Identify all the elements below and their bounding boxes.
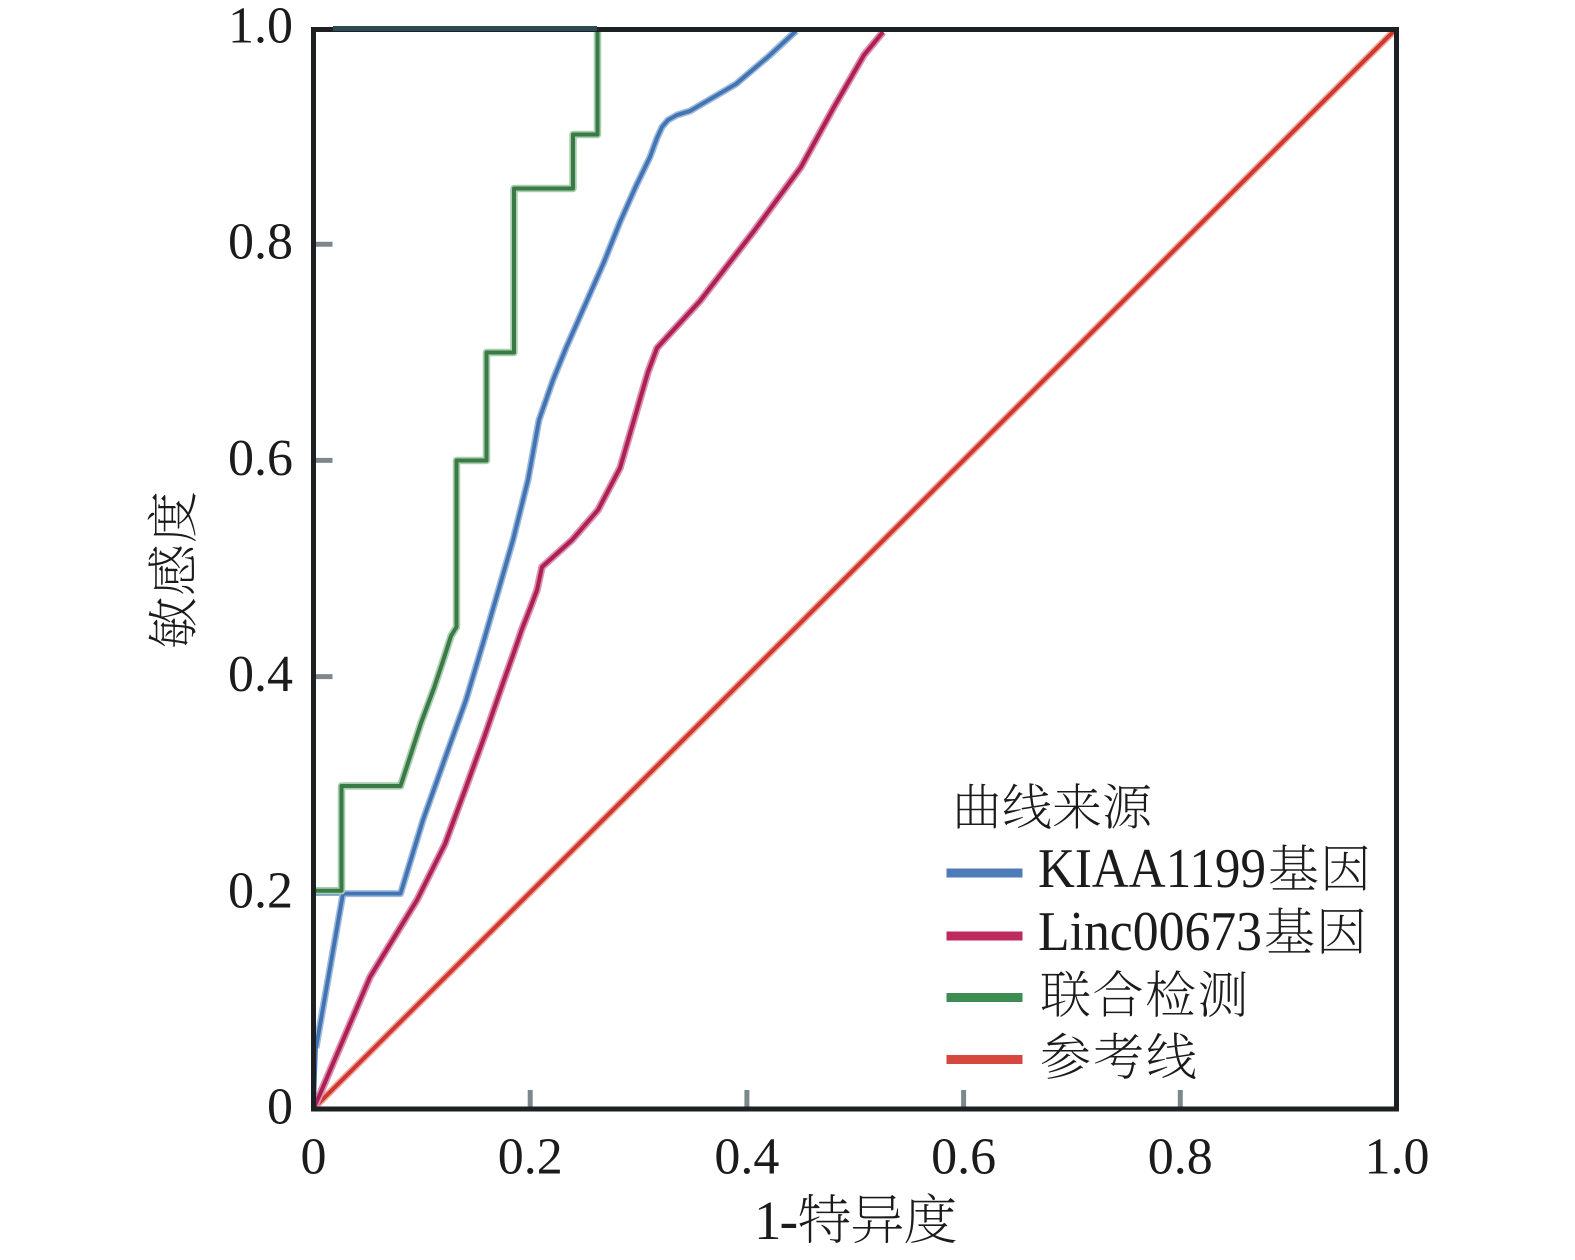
svg-text:0.4: 0.4: [714, 1129, 779, 1186]
svg-text:1: 1: [754, 1190, 782, 1251]
svg-text:1.0: 1.0: [228, 0, 293, 55]
svg-text:0.8: 0.8: [228, 214, 293, 271]
svg-text:-: -: [780, 1190, 799, 1252]
svg-text:1.0: 1.0: [1365, 1129, 1430, 1186]
svg-text:0.2: 0.2: [228, 862, 293, 919]
svg-text:0.8: 0.8: [1148, 1129, 1213, 1186]
svg-text:0.2: 0.2: [498, 1129, 563, 1186]
svg-text:0: 0: [301, 1129, 327, 1186]
svg-text:KIAA1199: KIAA1199: [1038, 838, 1266, 900]
svg-text:Linc00673: Linc00673: [1038, 901, 1262, 963]
svg-text:0.6: 0.6: [228, 430, 293, 487]
svg-text:0.6: 0.6: [931, 1129, 996, 1186]
svg-text:0: 0: [267, 1079, 293, 1136]
svg-text:0.4: 0.4: [228, 646, 293, 703]
